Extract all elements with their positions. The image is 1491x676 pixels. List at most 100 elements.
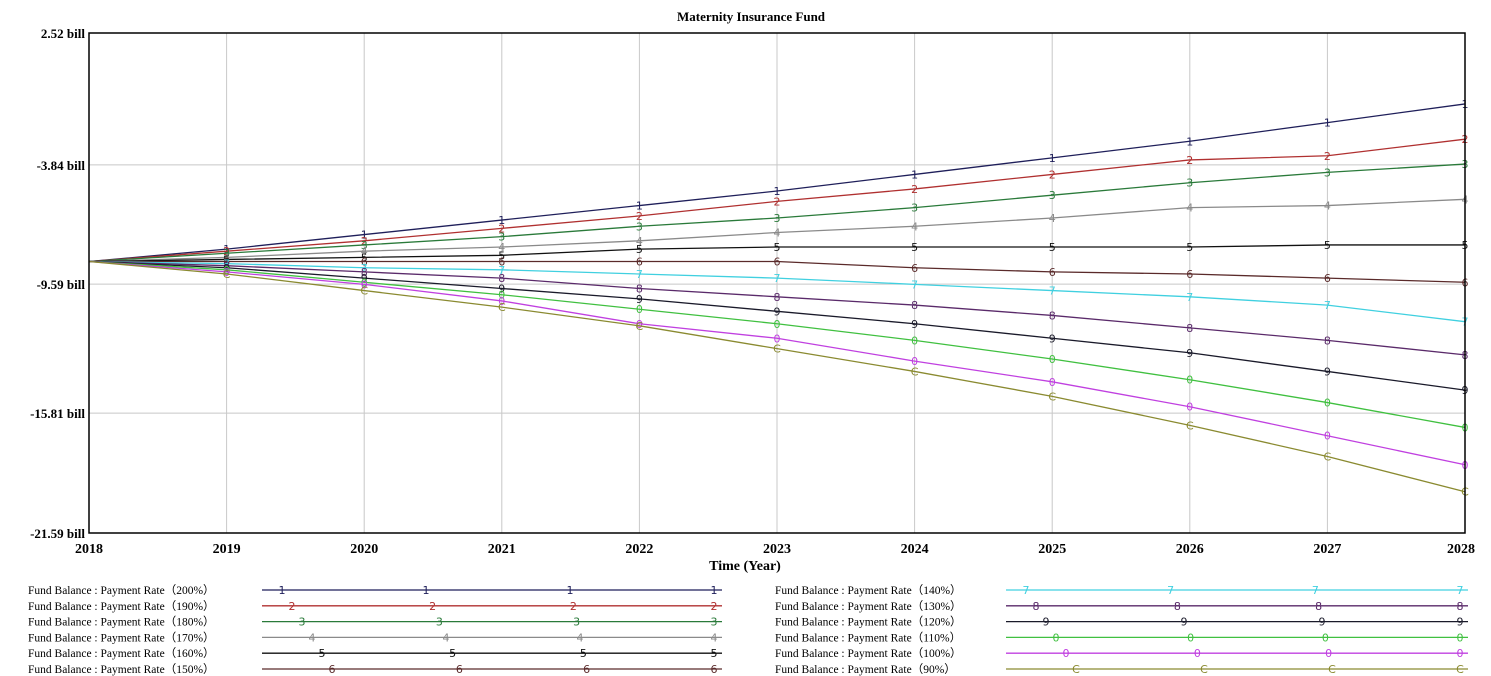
- y-tick-label: -15.81 bill: [30, 406, 85, 421]
- legend-entry-marker: 0: [1187, 631, 1194, 644]
- series-point-marker: 7: [911, 278, 918, 291]
- legend-entry-marker: 8: [1174, 600, 1181, 613]
- legend-entry-label: Fund Balance : Payment Rate（160%）: [28, 647, 215, 660]
- series-point-marker: C: [1324, 450, 1332, 463]
- series-point-marker: 7: [223, 258, 230, 271]
- series-point-marker: 8: [498, 272, 505, 285]
- legend-entry-marker: 0: [1053, 631, 1060, 644]
- legend-entry-marker: 9: [1043, 616, 1050, 629]
- legend-entry-marker: 6: [456, 663, 463, 676]
- series-point-marker: 7: [636, 268, 643, 281]
- legend-entry-marker: 5: [711, 647, 718, 660]
- legend-entry-marker: 0: [1063, 647, 1070, 660]
- series-point-marker: 3: [1324, 166, 1331, 179]
- series-point-marker: C: [360, 285, 368, 298]
- legend-entry-marker: 0: [1322, 631, 1329, 644]
- legend-entry-marker: 8: [1033, 600, 1040, 613]
- series-point-marker: 5: [223, 253, 230, 266]
- legend-entry-marker: 3: [299, 616, 306, 629]
- legend-entry-marker: 9: [1181, 616, 1188, 629]
- x-tick-label: 2026: [1176, 542, 1204, 557]
- series-line: [88, 260, 1466, 429]
- series-point-marker: 1: [774, 185, 781, 198]
- series-point-marker: 0: [911, 355, 918, 368]
- series-point-marker: 1: [1324, 117, 1331, 130]
- series-point-marker: 8: [1186, 322, 1193, 335]
- series-point-marker: 4: [1186, 202, 1193, 215]
- series-point-marker: 2: [1186, 154, 1193, 167]
- series-line: [88, 260, 1466, 466]
- series-point-marker: 9: [498, 282, 505, 295]
- series-point-marker: 7: [774, 272, 781, 285]
- chart-title: Maternity Insurance Fund: [677, 9, 826, 24]
- series-point-marker: 3: [361, 239, 368, 252]
- legend-entry-marker: 1: [279, 584, 286, 597]
- legend-entry-marker: 4: [309, 631, 316, 644]
- x-axis-label: Time (Year): [709, 559, 781, 574]
- legend-entry-marker: 7: [1167, 584, 1174, 597]
- legend-entry-marker: 5: [580, 647, 587, 660]
- series-point-marker: 2: [1049, 168, 1056, 181]
- series-line: [88, 198, 1466, 263]
- legend-entry-label: Fund Balance : Payment Rate（170%）: [28, 631, 215, 644]
- series-point-marker: 7: [1324, 299, 1331, 312]
- legend-entry-label: Fund Balance : Payment Rate（90%）: [775, 663, 956, 676]
- series-point-marker: 8: [911, 299, 918, 312]
- series-point-marker: 2: [774, 195, 781, 208]
- series-point-marker: 0: [361, 276, 368, 289]
- series-point-marker: 5: [361, 251, 368, 264]
- legend-entry-label: Fund Balance : Payment Rate（130%）: [775, 600, 962, 613]
- plot-frame: [88, 32, 1466, 534]
- legend-entry-marker: 3: [711, 616, 718, 629]
- legend-entry-marker: 0: [1457, 631, 1464, 644]
- series-point-marker: 0: [1049, 376, 1056, 389]
- x-tick-label: 2027: [1313, 542, 1341, 557]
- series-point-marker: 0: [774, 318, 781, 331]
- y-tick-label: -3.84 bill: [37, 158, 86, 173]
- legend-entry-marker: 8: [1315, 600, 1322, 613]
- series-point-marker: 3: [498, 231, 505, 244]
- series-point-marker: 0: [361, 278, 368, 291]
- series-point-marker: 1: [223, 243, 230, 256]
- legend-entry-label: Fund Balance : Payment Rate（110%）: [775, 631, 961, 644]
- y-axis-ticks: 2.52 bill -3.84 bill -9.59 bill -15.81 bill…: [30, 26, 85, 541]
- series-point-marker: 6: [223, 256, 230, 269]
- series-point-marker: 6: [1186, 268, 1193, 281]
- x-tick-label: 2024: [901, 542, 929, 557]
- series-point-marker: 7: [1049, 285, 1056, 298]
- y-tick-label: 2.52 bill: [41, 26, 85, 41]
- legend-entry-marker: C: [1328, 663, 1336, 676]
- series-point-marker: 6: [774, 256, 781, 269]
- legend-entry-marker: 8: [1457, 600, 1464, 613]
- series-point-marker: 3: [1049, 189, 1056, 202]
- legend-entry-marker: 2: [711, 600, 718, 613]
- y-tick-label: -21.59 bill: [30, 526, 85, 541]
- legend-entry-marker: 3: [436, 616, 443, 629]
- series-point-marker: C: [636, 320, 644, 333]
- legend-entry-marker: C: [1200, 663, 1208, 676]
- legend-entry-marker: 7: [1312, 584, 1319, 597]
- series-point-marker: C: [911, 365, 919, 378]
- series-point-marker: 6: [911, 262, 918, 275]
- series-point-marker: 1: [911, 168, 918, 181]
- legend-entry-marker: 4: [443, 631, 450, 644]
- series-point-marker: 0: [1186, 401, 1193, 414]
- series-point-marker: 9: [1049, 332, 1056, 345]
- series-point-marker: 8: [361, 266, 368, 279]
- series-point-marker: 2: [498, 222, 505, 235]
- series-point-marker: 7: [498, 264, 505, 277]
- series-point-marker: 1: [1049, 152, 1056, 165]
- series-point-marker: 4: [361, 245, 368, 258]
- series-point-marker: 4: [911, 220, 918, 233]
- y-tick-label: -9.59 bill: [37, 277, 86, 292]
- legend-entry-marker: 9: [1319, 616, 1326, 629]
- series-point-marker: 0: [498, 289, 505, 302]
- legend-entry-label: Fund Balance : Payment Rate（180%）: [28, 616, 215, 629]
- series-point-marker: 5: [1324, 239, 1331, 252]
- series-point-marker: 0: [636, 303, 643, 316]
- series-line: [88, 103, 1466, 263]
- series-point-marker: 0: [1324, 397, 1331, 410]
- legend: Fund Balance : Payment Rate（200%） 1 1 1 1 Fun…: [28, 584, 1468, 676]
- series-point-marker: 0: [223, 264, 230, 277]
